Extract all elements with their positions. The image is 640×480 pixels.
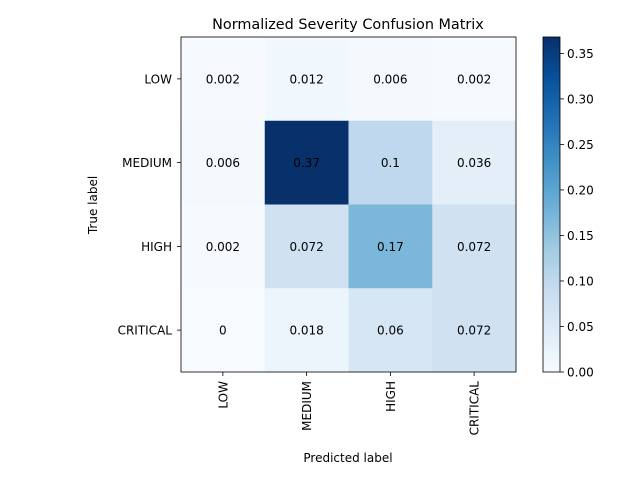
heatmap-cells <box>181 37 517 373</box>
plot-frame <box>180 36 517 373</box>
colorbar-tick-label: 0.10 <box>567 274 594 288</box>
colorbar-tick-label: 0.35 <box>567 47 594 61</box>
heatmap-cell <box>432 120 517 205</box>
chart-title: Normalized Severity Confusion Matrix <box>212 17 484 33</box>
heatmap-cell <box>432 37 517 122</box>
cell-value-label: 0.012 <box>289 72 323 86</box>
x-axis-ticks: LOW MEDIUM HIGH CRITICAL <box>216 372 482 436</box>
y-tick-label: MEDIUM <box>122 156 172 170</box>
y-tick-label: LOW <box>144 72 172 86</box>
cell-value-label: 0.072 <box>457 324 491 338</box>
colorbar-ticks: 0.00 0.05 0.10 0.15 0.20 0.25 0.30 0.35 <box>560 47 594 380</box>
colorbar <box>542 36 561 373</box>
x-axis-label: Predicted label <box>303 451 392 465</box>
colorbar-tick-label: 0.15 <box>567 229 594 243</box>
heatmap-cell <box>432 288 517 373</box>
colorbar-tick-label: 0.20 <box>567 183 594 197</box>
heatmap-cell-labels: 0.002 0.012 0.006 0.002 0.006 0.37 0.1 0.036 0.0… <box>206 72 492 337</box>
cell-value-label: 0.072 <box>289 240 323 254</box>
heatmap-cell <box>348 120 433 205</box>
x-tick-label: MEDIUM <box>300 381 314 431</box>
heatmap-cell <box>348 288 433 373</box>
y-tick-label: CRITICAL <box>118 324 173 338</box>
x-tick-label: LOW <box>216 381 230 409</box>
heatmap-cell <box>181 204 266 289</box>
colorbar-tick-label: 0.30 <box>567 92 594 106</box>
cell-value-label: 0.006 <box>373 72 407 86</box>
heatmap-cell <box>181 288 266 373</box>
y-axis-label: True label <box>86 176 100 235</box>
cell-value-label: 0.1 <box>381 156 400 170</box>
heatmap-cell <box>264 120 349 205</box>
colorbar-tick-label: 0.00 <box>567 366 594 380</box>
heatmap-cell <box>348 37 433 122</box>
x-tick-label: HIGH <box>384 381 398 412</box>
cell-value-label: 0.018 <box>289 324 323 338</box>
x-tick-label: CRITICAL <box>468 381 482 436</box>
cell-value-label: 0.37 <box>293 156 320 170</box>
colorbar-tick-label: 0.05 <box>567 320 594 334</box>
y-tick-label: HIGH <box>141 240 172 254</box>
cell-value-label: 0.072 <box>457 240 491 254</box>
colorbar-tick-label: 0.25 <box>567 138 594 152</box>
cell-value-label: 0.006 <box>206 156 240 170</box>
heatmap-cell <box>432 204 517 289</box>
heatmap-cell <box>264 37 349 122</box>
heatmap-cell <box>264 204 349 289</box>
heatmap-cell <box>181 120 266 205</box>
cell-value-label: 0.002 <box>206 240 240 254</box>
cell-value-label: 0.036 <box>457 156 491 170</box>
cell-value-label: 0 <box>219 324 227 338</box>
cell-value-label: 0.002 <box>206 72 240 86</box>
y-axis-ticks: LOW MEDIUM HIGH CRITICAL <box>118 72 181 338</box>
cell-value-label: 0.06 <box>377 324 404 338</box>
heatmap-cell <box>264 288 349 373</box>
heatmap-cell <box>181 37 266 122</box>
cell-value-label: 0.002 <box>457 72 491 86</box>
heatmap-cell <box>348 204 433 289</box>
cell-value-label: 0.17 <box>377 240 404 254</box>
